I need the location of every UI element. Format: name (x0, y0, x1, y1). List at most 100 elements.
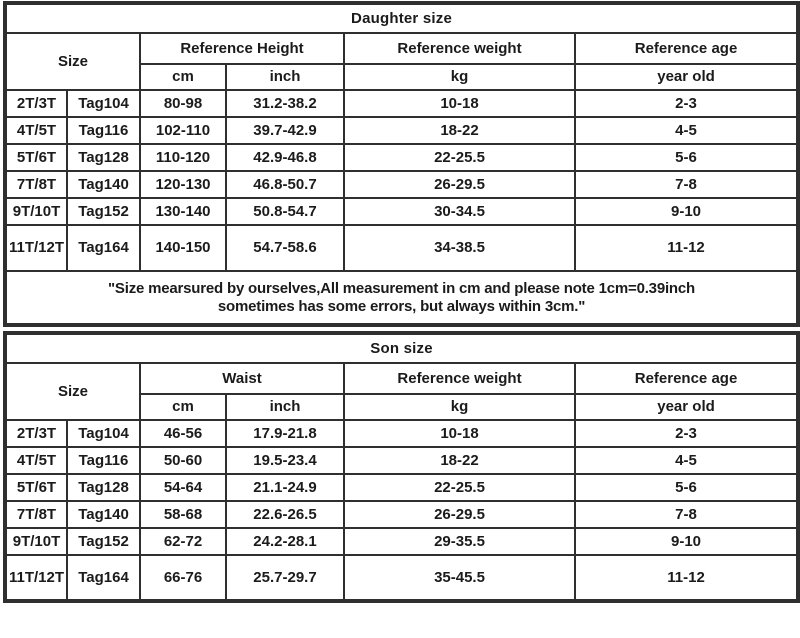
table-cell: Tag140 (66, 170, 141, 199)
table-cell: 7T/8T (4, 170, 68, 199)
table-row: 2T/3T Tag104 80-98 31.2-38.2 10-18 2-3 (4, 89, 800, 118)
table-cell: Tag104 (66, 89, 141, 118)
table-row: 7T/8T Tag140 120-130 46.8-50.7 26-29.5 7-8 (4, 170, 800, 199)
table-cell: 2-3 (573, 89, 800, 118)
table-row: 9T/10T Tag152 62-72 24.2-28.1 29-35.5 9-10 (4, 527, 800, 556)
table-cell: 50-60 (139, 446, 227, 475)
table-cell: 17.9-21.8 (225, 419, 345, 448)
son-unit-cm: cm (139, 393, 227, 421)
daughter-unit-kg: kg (343, 63, 576, 91)
table-cell: 30-34.5 (343, 197, 576, 226)
table-cell: 39.7-42.9 (225, 116, 345, 145)
table-row: 4T/5T Tag116 102-110 39.7-42.9 18-22 4-5 (4, 116, 800, 145)
table-cell: 18-22 (343, 446, 576, 475)
table-cell: 54-64 (139, 473, 227, 502)
table-row: 9T/10T Tag152 130-140 50.8-54.7 30-34.5 9-10 (4, 197, 800, 226)
table-cell: 19.5-23.4 (225, 446, 345, 475)
table-cell: Tag140 (66, 500, 141, 529)
table-cell: Tag152 (66, 527, 141, 556)
table-cell: 22.6-26.5 (225, 500, 345, 529)
table-cell: 5T/6T (4, 473, 68, 502)
table-cell: 9T/10T (4, 197, 68, 226)
table-cell: 31.2-38.2 (225, 89, 345, 118)
table-cell: 62-72 (139, 527, 227, 556)
measurement-note-line1: "Size mearsured by ourselves,All measure… (108, 280, 695, 298)
table-cell: 42.9-46.8 (225, 143, 345, 172)
table-cell: 2-3 (573, 419, 800, 448)
table-cell: 10-18 (343, 419, 576, 448)
son-waist-header: Waist (139, 362, 345, 395)
table-row: 7T/8T Tag140 58-68 22.6-26.5 26-29.5 7-8 (4, 500, 800, 529)
table-cell: 9-10 (573, 527, 800, 556)
daughter-weight-header: Reference weight (343, 32, 576, 65)
table-cell: Tag128 (66, 143, 141, 172)
son-size-table: Son size Size Waist Reference weight Ref… (3, 331, 800, 603)
table-cell: Tag152 (66, 197, 141, 226)
measurement-note-line2: sometimes has some errors, but always wi… (217, 297, 586, 315)
table-cell: 130-140 (139, 197, 227, 226)
table-cell: 34-38.5 (343, 224, 576, 272)
table-cell: 66-76 (139, 554, 227, 602)
daughter-title-row: Daughter size (3, 2, 800, 34)
table-cell: 22-25.5 (343, 143, 576, 172)
table-row: 11T/12T Tag164 140-150 54.7-58.6 34-38.5 11-1… (4, 224, 800, 272)
table-row: 5T/6T Tag128 110-120 42.9-46.8 22-25.5 5-6 (4, 143, 800, 172)
table-cell: 7-8 (573, 170, 800, 199)
table-cell: Tag164 (66, 224, 141, 272)
table-cell: 26-29.5 (343, 500, 576, 529)
table-cell: 29-35.5 (343, 527, 576, 556)
table-cell: 11T/12T (4, 224, 68, 272)
table-cell: 140-150 (139, 224, 227, 272)
table-cell: 22-25.5 (343, 473, 576, 502)
daughter-group-header-row: Size Reference Height Reference weight R… (4, 32, 800, 91)
daughter-unit-inch: inch (225, 63, 345, 91)
table-cell: 5T/6T (4, 143, 68, 172)
daughter-note-row: "Size mearsured by ourselves,All measure… (3, 270, 800, 326)
table-row: 2T/3T Tag104 46-56 17.9-21.8 10-18 2-3 (4, 419, 800, 448)
table-cell: 35-45.5 (343, 554, 576, 602)
daughter-unit-header-row: cm inch kg year old (5, 63, 800, 91)
table-cell: 26-29.5 (343, 170, 576, 199)
son-unit-inch: inch (225, 393, 345, 421)
daughter-size-table: Daughter size Size Reference Height Refe… (3, 1, 800, 327)
table-cell: 5-6 (573, 473, 800, 502)
son-weight-header: Reference weight (343, 362, 576, 395)
table-cell: 4T/5T (4, 116, 68, 145)
daughter-table-title: Daughter size (3, 2, 800, 34)
table-cell: 58-68 (139, 500, 227, 529)
table-cell: 50.8-54.7 (225, 197, 345, 226)
table-cell: Tag104 (66, 419, 141, 448)
son-age-header: Reference age (573, 362, 800, 395)
table-cell: 4-5 (573, 116, 800, 145)
table-cell: 2T/3T (4, 89, 68, 118)
table-cell: 11-12 (573, 554, 800, 602)
table-cell: 18-22 (343, 116, 576, 145)
daughter-unit-cm: cm (139, 63, 227, 91)
daughter-size-header: Size (4, 32, 141, 91)
table-cell: 10-18 (343, 89, 576, 118)
table-cell: 25.7-29.7 (225, 554, 345, 602)
table-cell: 11-12 (573, 224, 800, 272)
son-group-header-row: Size Waist Reference weight Reference ag… (4, 362, 800, 421)
table-row: 4T/5T Tag116 50-60 19.5-23.4 18-22 4-5 (4, 446, 800, 475)
table-cell: 5-6 (573, 143, 800, 172)
table-cell: Tag164 (66, 554, 141, 602)
daughter-age-header: Reference age (573, 32, 800, 65)
table-cell: 46-56 (139, 419, 227, 448)
table-cell: 120-130 (139, 170, 227, 199)
son-size-header: Size (4, 362, 141, 421)
daughter-height-header: Reference Height (139, 32, 345, 65)
son-table-body: 2T/3T Tag104 46-56 17.9-21.8 10-18 2-3 4T/5T Ta… (4, 419, 800, 602)
table-cell: 9-10 (573, 197, 800, 226)
son-table-title: Son size (3, 332, 800, 364)
table-cell: Tag128 (66, 473, 141, 502)
table-cell: 21.1-24.9 (225, 473, 345, 502)
son-unit-kg: kg (343, 393, 576, 421)
daughter-unit-year: year old (573, 63, 800, 91)
son-title-row: Son size (3, 332, 800, 364)
son-unit-header-row: cm inch kg year old (5, 393, 800, 421)
table-cell: Tag116 (66, 116, 141, 145)
table-cell: 24.2-28.1 (225, 527, 345, 556)
daughter-table-body: 2T/3T Tag104 80-98 31.2-38.2 10-18 2-3 4T/5T Ta… (4, 89, 800, 272)
